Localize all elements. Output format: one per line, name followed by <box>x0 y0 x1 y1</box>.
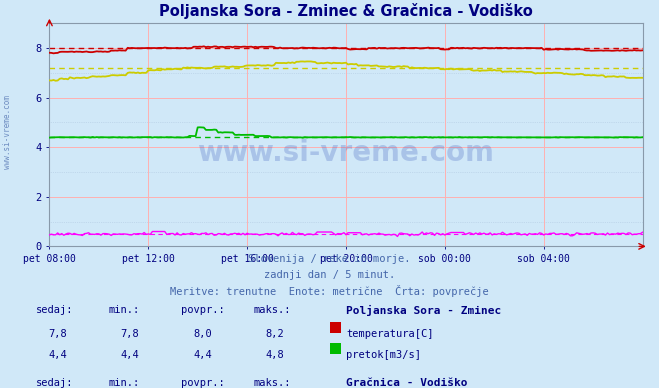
Text: povpr.:: povpr.: <box>181 378 225 388</box>
Text: 8,0: 8,0 <box>193 329 212 339</box>
Title: Poljanska Sora - Zminec & Gračnica - Vodiško: Poljanska Sora - Zminec & Gračnica - Vod… <box>159 3 533 19</box>
Text: 4,8: 4,8 <box>266 350 284 360</box>
Text: www.si-vreme.com: www.si-vreme.com <box>3 95 13 169</box>
Text: www.si-vreme.com: www.si-vreme.com <box>198 139 494 167</box>
Text: povpr.:: povpr.: <box>181 305 225 315</box>
Text: 4,4: 4,4 <box>121 350 139 360</box>
Text: sedaj:: sedaj: <box>36 305 74 315</box>
Text: Poljanska Sora - Zminec: Poljanska Sora - Zminec <box>346 305 501 315</box>
Text: maks.:: maks.: <box>254 305 291 315</box>
Text: Meritve: trenutne  Enote: metrične  Črta: povprečje: Meritve: trenutne Enote: metrične Črta: … <box>170 285 489 297</box>
Text: 7,8: 7,8 <box>48 329 67 339</box>
Text: zadnji dan / 5 minut.: zadnji dan / 5 minut. <box>264 270 395 280</box>
Text: maks.:: maks.: <box>254 378 291 388</box>
Text: pretok[m3/s]: pretok[m3/s] <box>346 350 421 360</box>
Text: 4,4: 4,4 <box>48 350 67 360</box>
Text: temperatura[C]: temperatura[C] <box>346 329 434 339</box>
Text: 7,8: 7,8 <box>121 329 139 339</box>
Text: Gračnica - Vodiško: Gračnica - Vodiško <box>346 378 467 388</box>
Text: Slovenija / reke in morje.: Slovenija / reke in morje. <box>248 254 411 264</box>
Text: sedaj:: sedaj: <box>36 378 74 388</box>
Text: 4,4: 4,4 <box>193 350 212 360</box>
Text: 8,2: 8,2 <box>266 329 284 339</box>
Text: min.:: min.: <box>109 378 140 388</box>
Text: min.:: min.: <box>109 305 140 315</box>
